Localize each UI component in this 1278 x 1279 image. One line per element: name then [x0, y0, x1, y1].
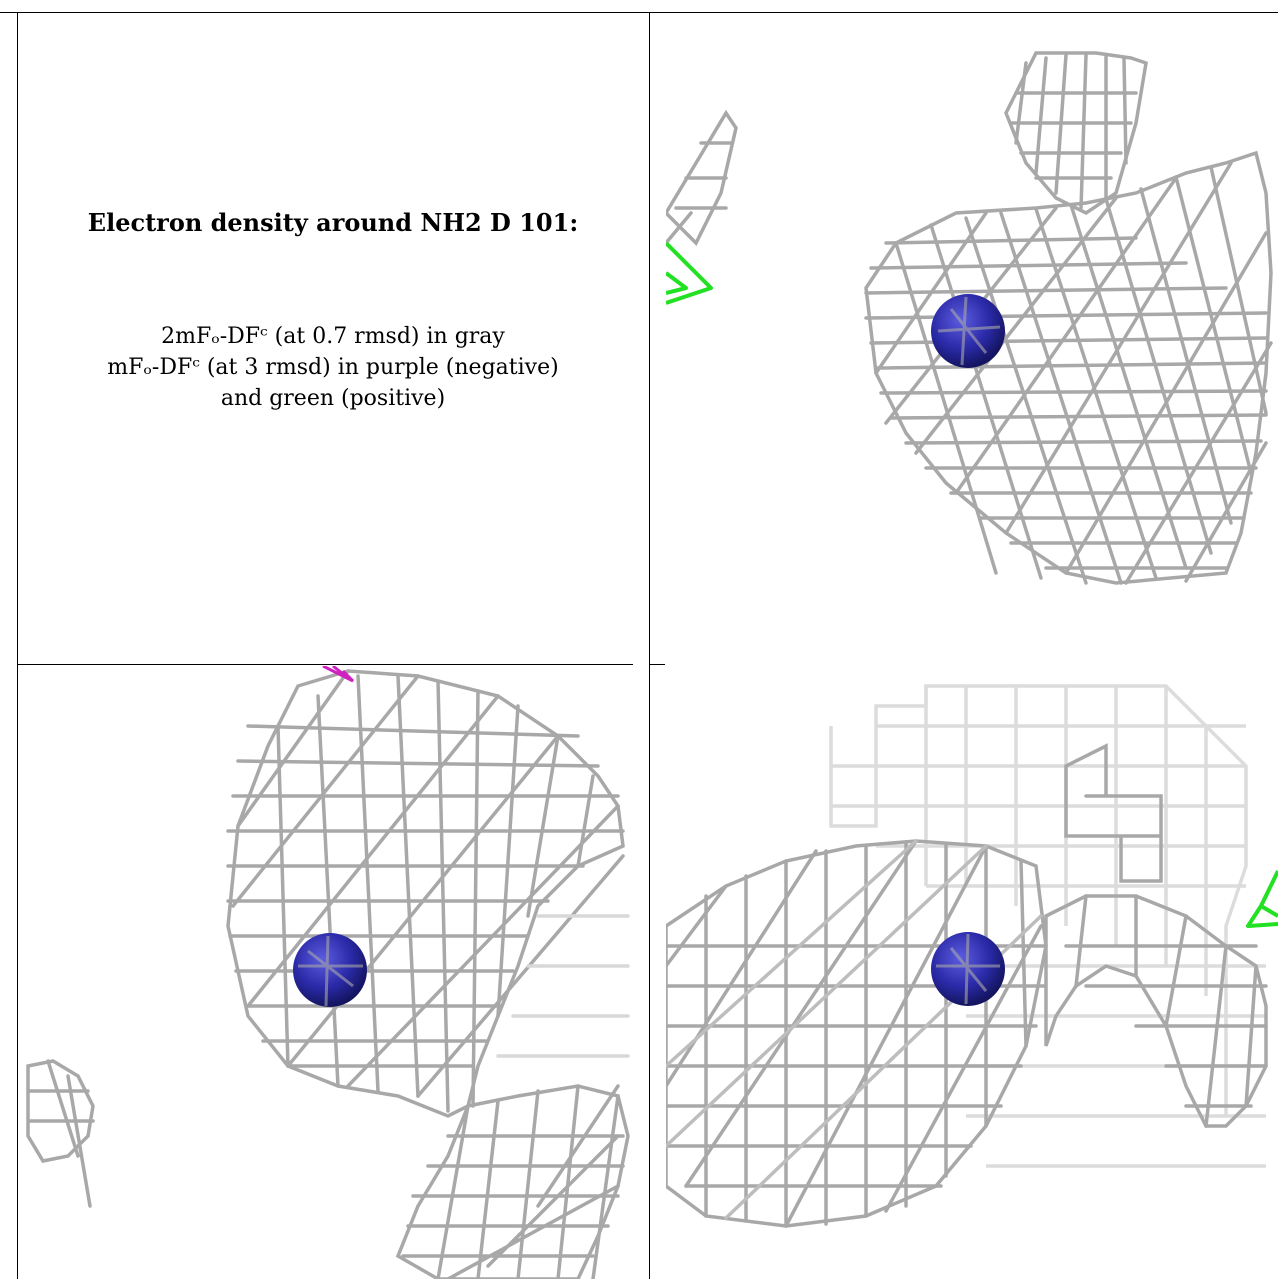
caption-title: Electron density around NH2 D 101: — [87, 208, 579, 237]
density-view-2 — [18, 666, 633, 1279]
caption-line-2fofc: 2mFₒ-DFᶜ (at 0.7 rmsd) in gray — [161, 324, 505, 349]
mesh-2fofc-gray — [26, 669, 630, 1279]
density-view-3 — [666, 666, 1278, 1279]
caption-panel: Electron density around NH2 D 101: 2mFₒ-… — [18, 13, 648, 660]
caption-line-positive: and green (positive) — [220, 386, 446, 411]
caption-line-fofc: mFₒ-DFᶜ (at 3 rmsd) in purple (negative) — [107, 355, 559, 380]
mesh-negative-purple — [322, 666, 355, 683]
density-view-2-svg — [26, 666, 630, 1279]
mesh-2fofc-gray — [666, 51, 1273, 585]
caption-legend: 2mFₒ-DFᶜ (at 0.7 rmsd) in gray mFₒ-DFᶜ (… — [18, 321, 648, 414]
density-view-1 — [666, 13, 1278, 660]
density-view-1-svg — [666, 51, 1273, 585]
density-view-3-svg — [666, 684, 1278, 1228]
mesh-2fofc-gray — [666, 743, 1268, 1228]
mesh-positive-green — [666, 241, 713, 305]
mesh-positive-green — [1246, 870, 1278, 928]
